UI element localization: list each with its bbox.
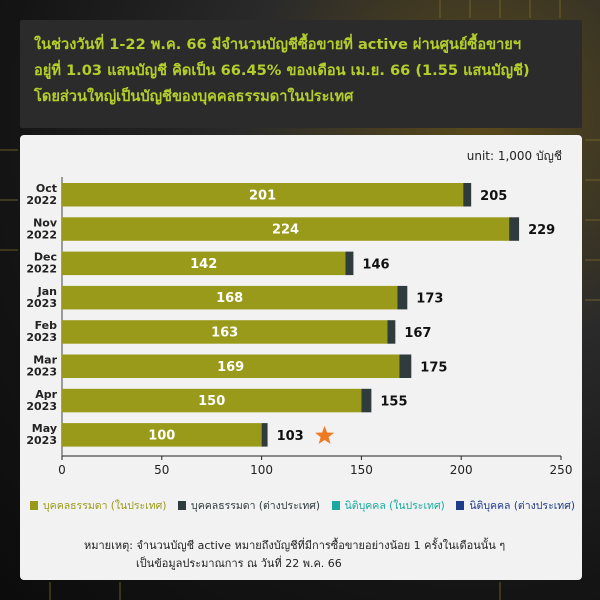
category-label-year: 2023 bbox=[26, 297, 57, 310]
bar-segment-foreign-individual bbox=[345, 251, 354, 276]
bar-segment-foreign-individual bbox=[261, 423, 268, 447]
bar-segment-domestic-individual bbox=[62, 217, 510, 241]
category-label-month: Oct bbox=[36, 182, 57, 195]
category-label-year: 2023 bbox=[26, 331, 57, 344]
legend-swatch bbox=[456, 500, 465, 510]
legend-label: นิติบุคคล (ในประเทศ) bbox=[344, 499, 445, 512]
headline-line-2: อยู่ที่ 1.03 แสนบัญชี คิดเป็น 66.45% ของ… bbox=[34, 62, 530, 79]
x-tick-label: 0 bbox=[58, 463, 66, 477]
x-tick-label: 200 bbox=[450, 463, 473, 477]
category-label-month: Feb bbox=[35, 319, 58, 332]
legend-label: นิติบุคคล (ต่างประเทศ) bbox=[469, 499, 575, 512]
bar-inner-label: 224 bbox=[272, 223, 299, 238]
legend-item-foreign-individual: บุคคลธรรมดา (ต่างประเทศ) bbox=[178, 497, 320, 514]
chart-panel: unit: 1,000 บัญชี 0 50 100 150 200 250 Oct 2022… bbox=[20, 135, 582, 580]
footnote-line-2: เป็นข้อมูลประมาณการ ณ วันที่ 22 พ.ค. 66 bbox=[136, 557, 342, 570]
bar-inner-label: 150 bbox=[198, 394, 225, 409]
bar-inner-label: 142 bbox=[190, 257, 217, 272]
bar-total-label: 167 bbox=[404, 326, 431, 341]
bar-segment-foreign-individual bbox=[399, 354, 412, 378]
star-icon bbox=[315, 425, 335, 444]
bar-segment-domestic-individual bbox=[62, 320, 388, 344]
bar-total-label: 205 bbox=[480, 189, 507, 204]
legend-item-domestic-juristic: นิติบุคคล (ในประเทศ) bbox=[331, 497, 445, 514]
legend-label: บุคคลธรรมดา (ต่างประเทศ) bbox=[191, 499, 321, 512]
legend-swatch bbox=[178, 500, 187, 510]
bar-total-label: 155 bbox=[380, 395, 407, 410]
category-label-month: May bbox=[32, 422, 57, 435]
x-tick-label: 100 bbox=[250, 463, 273, 477]
bar-segment-foreign-individual bbox=[509, 217, 520, 241]
category-label-month: Nov bbox=[33, 216, 58, 229]
headline-line-1: ในช่วงวันที่ 1-22 พ.ค. 66 มีจำนวนบัญชีซื… bbox=[34, 36, 522, 53]
footnote: หมายเหตุ: จำนวนบัญชี active หมายถึงบัญชี… bbox=[84, 537, 505, 573]
bar-total-label: 103 bbox=[277, 429, 304, 444]
x-tick-label: 250 bbox=[550, 463, 573, 477]
bar-segment-domestic-individual bbox=[62, 423, 262, 447]
legend-item-domestic-individual: บุคคลธรรมดา (ในประเทศ) bbox=[30, 497, 166, 514]
bar-total-label: 173 bbox=[416, 292, 443, 307]
category-label-year: 2022 bbox=[26, 263, 57, 276]
headline-line-3: โดยส่วนใหญ่เป็นบัญชีของบุคคลธรรมดาในประเ… bbox=[34, 88, 354, 105]
bar-segment-domestic-individual bbox=[62, 388, 362, 413]
legend-swatch bbox=[30, 500, 38, 510]
category-label-month: Mar bbox=[33, 354, 57, 367]
bar-inner-label: 163 bbox=[211, 325, 238, 340]
bar-total-label: 229 bbox=[528, 223, 555, 238]
footnote-line-1: หมายเหตุ: จำนวนบัญชี active หมายถึงบัญชี… bbox=[84, 539, 506, 552]
bar-segment-foreign-individual bbox=[463, 183, 472, 207]
bar-segment-domestic-individual bbox=[62, 354, 400, 378]
category-label-year: 2022 bbox=[26, 228, 57, 241]
bar-segment-foreign-individual bbox=[387, 320, 396, 344]
legend: บุคคลธรรมดา (ในประเทศ) บุคคลธรรมดา (ต่าง… bbox=[30, 495, 575, 515]
bar-inner-label: 201 bbox=[249, 188, 276, 203]
x-tick-label: 50 bbox=[154, 463, 169, 477]
category-label-year: 2023 bbox=[26, 400, 57, 413]
bar-segment-domestic-individual bbox=[62, 183, 464, 207]
category-label-month: Dec bbox=[34, 251, 57, 264]
bar-inner-label: 169 bbox=[217, 360, 244, 375]
legend-label: บุคคลธรรมดา (ในประเทศ) bbox=[43, 499, 167, 512]
category-label-year: 2023 bbox=[26, 434, 57, 447]
bar-segment-domestic-individual bbox=[62, 285, 398, 310]
category-label-year: 2023 bbox=[26, 366, 57, 379]
legend-item-foreign-juristic: นิติบุคคล (ต่างประเทศ) bbox=[456, 497, 575, 514]
category-label-year: 2022 bbox=[26, 194, 57, 207]
legend-swatch bbox=[331, 500, 340, 510]
headline-box: ในช่วงวันที่ 1-22 พ.ค. 66 มีจำนวนบัญชีซื… bbox=[20, 20, 582, 128]
bar-inner-label: 168 bbox=[216, 291, 243, 306]
bar-total-label: 146 bbox=[362, 257, 389, 272]
bar-segment-foreign-individual bbox=[397, 285, 408, 310]
unit-label: unit: 1,000 บัญชี bbox=[466, 149, 562, 163]
x-tick-label: 150 bbox=[350, 463, 373, 477]
bar-total-label: 175 bbox=[420, 360, 447, 375]
bar-inner-label: 100 bbox=[148, 428, 175, 443]
bar-segment-domestic-individual bbox=[62, 251, 346, 276]
category-label-month: Jan bbox=[37, 285, 57, 298]
bar-segment-foreign-individual bbox=[361, 388, 372, 413]
category-label-month: Apr bbox=[35, 388, 57, 401]
